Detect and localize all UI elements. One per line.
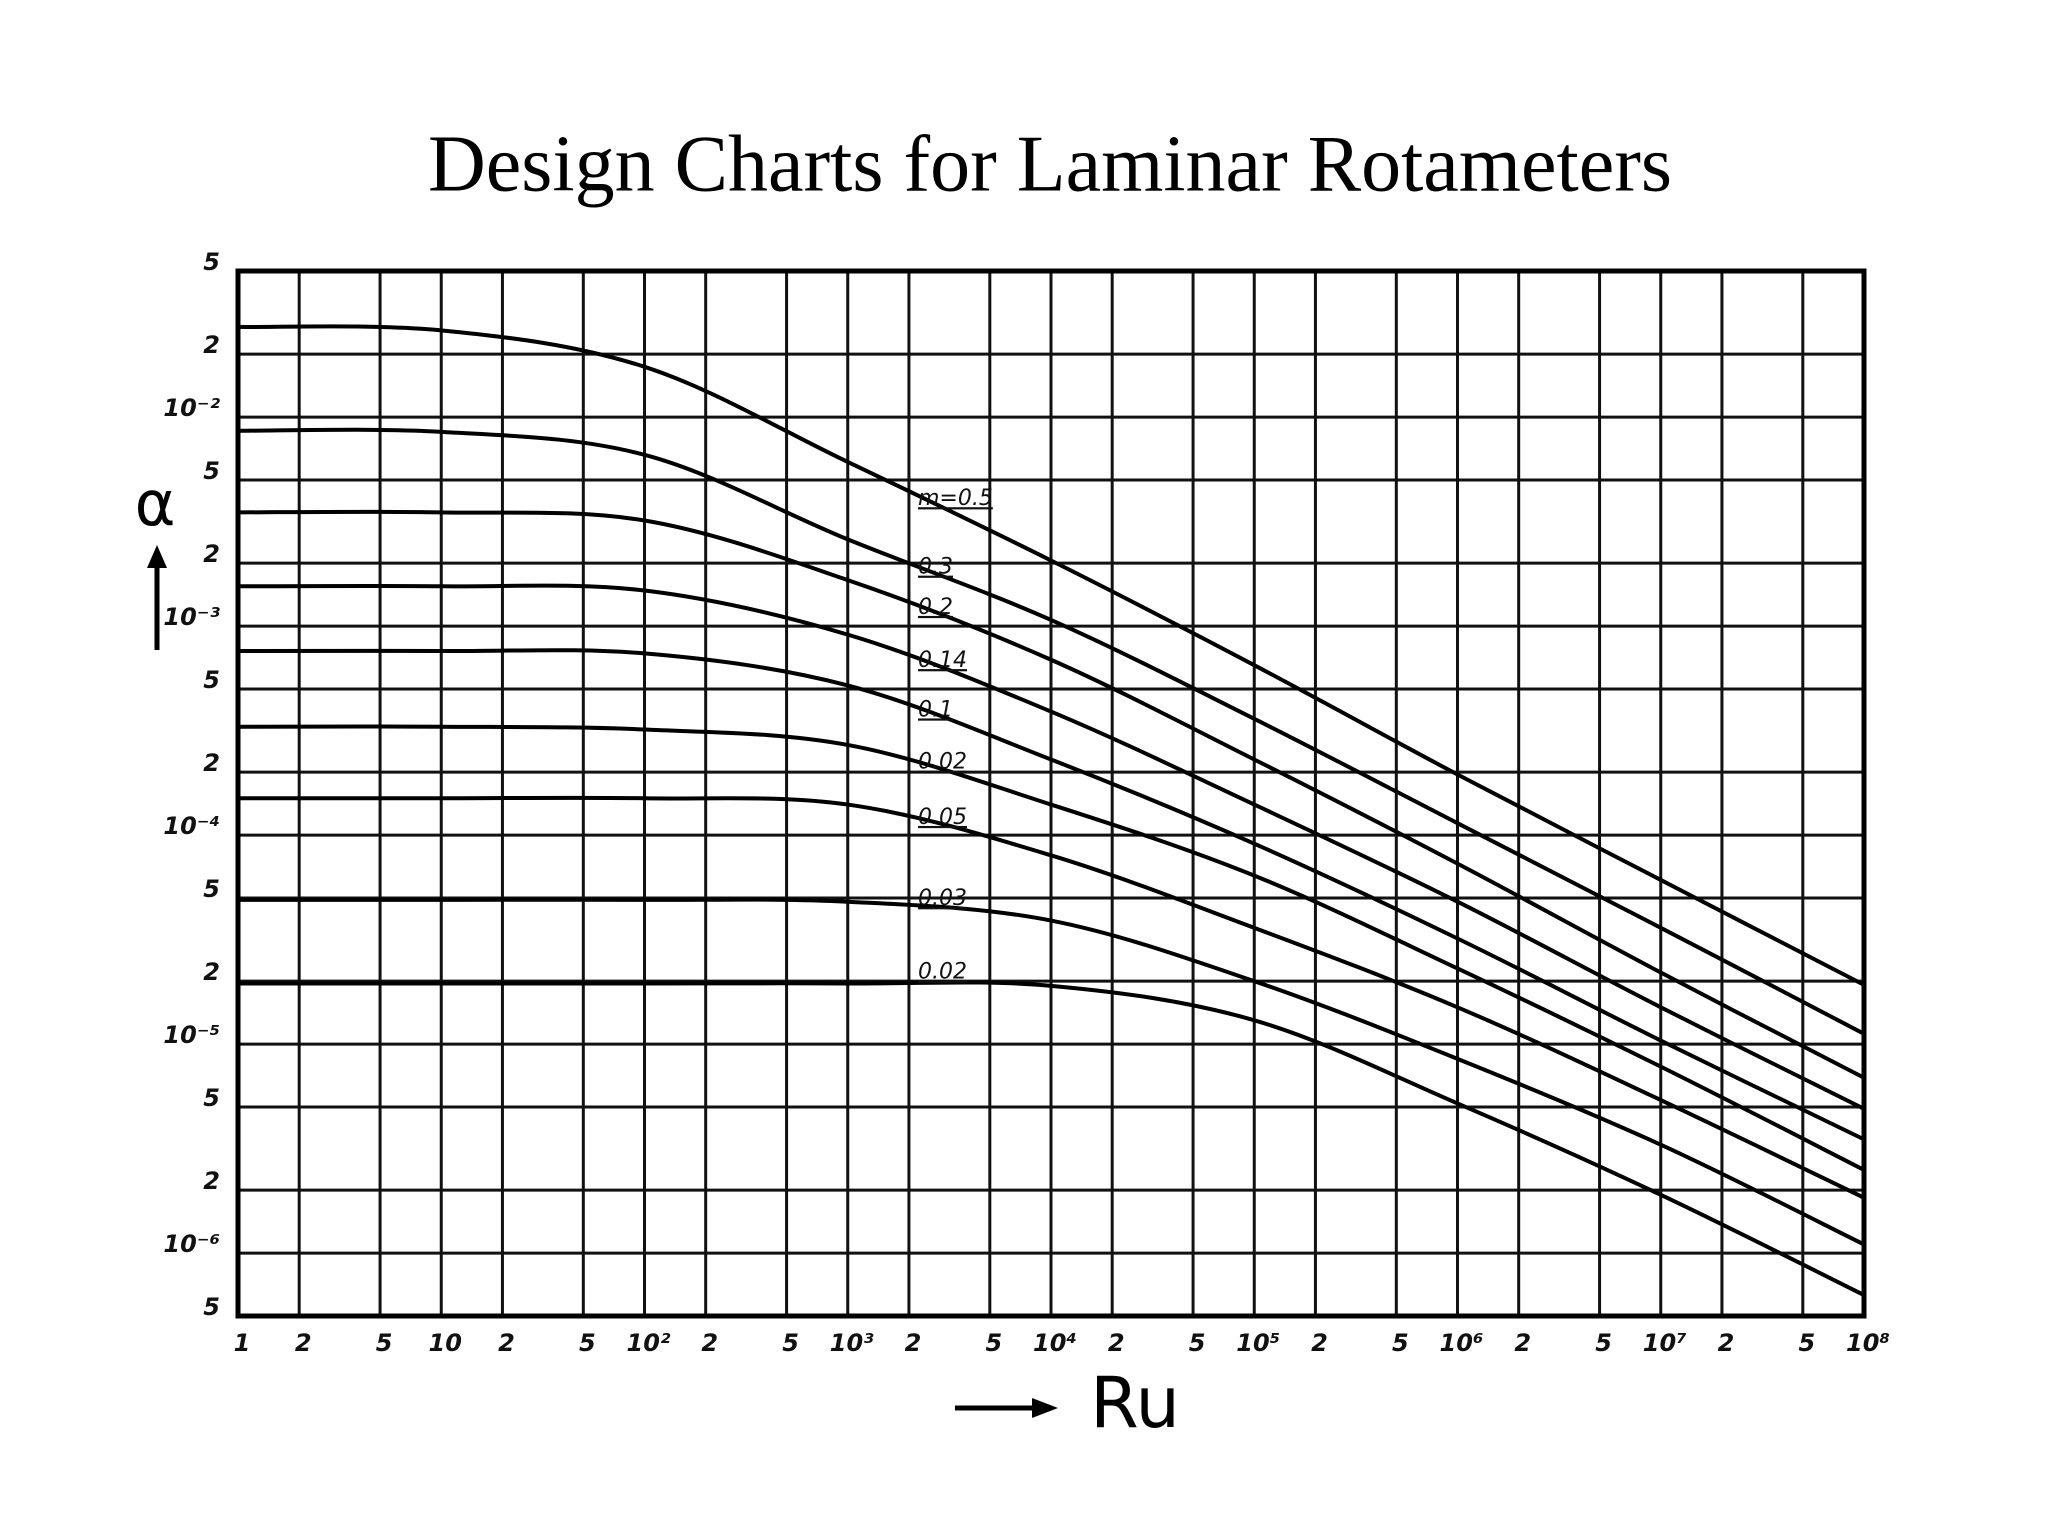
- x-arrow: [955, 1398, 1058, 1418]
- y-arrow: [147, 545, 167, 650]
- x-tick-label: 10⁴: [1033, 1329, 1077, 1357]
- y-tick-label: 10⁻⁵: [163, 1021, 220, 1049]
- x-tick-label: 10²: [627, 1329, 671, 1357]
- x-tick-label: 2: [1514, 1329, 1531, 1357]
- x-tick-label: 1: [234, 1329, 251, 1357]
- y-tick-label: 5: [203, 875, 220, 903]
- x-tick-label: 10: [429, 1329, 462, 1357]
- x-tick-label: 5: [985, 1329, 1002, 1357]
- grid: [236, 269, 1866, 1318]
- x-tick-label: 5: [1595, 1329, 1612, 1357]
- curve-label: 0.03: [918, 886, 967, 911]
- x-tick-label: 10⁷: [1643, 1329, 1687, 1357]
- curve-label: 0.05: [918, 805, 967, 830]
- curve: [237, 897, 1865, 1247]
- curve: [237, 324, 1865, 987]
- y-tick-label: 10⁻³: [163, 603, 220, 631]
- curve: [238, 980, 1865, 1297]
- curve: [237, 724, 1865, 1172]
- x-tick-label: 2: [905, 1329, 922, 1357]
- x-tick-label: 10⁵: [1236, 1329, 1280, 1357]
- y-tick-label: 5: [203, 248, 220, 276]
- curve-label: 0.1: [918, 697, 953, 722]
- x-tick-label: 10⁸: [1846, 1329, 1890, 1357]
- curves: [237, 324, 1865, 1297]
- y-tick-label: 10⁻⁶: [163, 1230, 220, 1258]
- y-tick-label: 10⁻⁴: [163, 812, 220, 840]
- y-tick-label: 2: [203, 1167, 220, 1195]
- curve: [237, 427, 1865, 1036]
- x-tick-label: 5: [782, 1329, 799, 1357]
- chart-title: Design Charts for Laminar Rotameters: [428, 120, 1672, 208]
- x-tick-label: 5: [1798, 1329, 1815, 1357]
- curve-label: 0.2: [918, 595, 953, 620]
- x-tick-label: 5: [1189, 1329, 1206, 1357]
- y-tick-label: 5: [203, 666, 220, 694]
- x-tick-label: 5: [376, 1329, 393, 1357]
- plot-frame: [235, 268, 1867, 1319]
- curve-label: 0.3: [918, 555, 953, 580]
- x-tick-label: 2: [1108, 1329, 1125, 1357]
- x-tick-label: 10⁶: [1440, 1329, 1484, 1357]
- x-tick-label: 5: [579, 1329, 596, 1357]
- curve: [237, 648, 1865, 1142]
- y-tick-label: 5: [203, 457, 220, 485]
- curve: [237, 583, 1865, 1111]
- y-tick-label: 2: [203, 540, 220, 568]
- x-tick-label: 10³: [830, 1329, 874, 1357]
- y-tick-label: 2: [203, 331, 220, 359]
- x-tick-label: 2: [498, 1329, 515, 1357]
- curve-label: 0.02: [918, 960, 967, 985]
- x-tick-label: 5: [1392, 1329, 1409, 1357]
- y-tick-label: 10⁻²: [163, 394, 220, 422]
- curve-label: 0.14: [918, 648, 967, 673]
- x-axis-label: Ru: [1090, 1362, 1180, 1444]
- curve: [237, 509, 1865, 1080]
- x-tick-label: 2: [701, 1329, 718, 1357]
- x-tick-label: 2: [1311, 1329, 1328, 1357]
- y-tick-label: 2: [203, 749, 220, 777]
- x-tick-label: 2: [295, 1329, 312, 1357]
- y-tick-label: 5: [203, 1084, 220, 1112]
- curve-label: m=0.5: [918, 486, 993, 511]
- x-tick-label: 2: [1718, 1329, 1735, 1357]
- y-tick-label: 2: [203, 958, 220, 986]
- y-axis-label: α: [135, 467, 176, 540]
- curve-label: 0.02: [918, 750, 967, 775]
- y-tick-label: 5: [203, 1293, 220, 1321]
- curve: [238, 795, 1865, 1200]
